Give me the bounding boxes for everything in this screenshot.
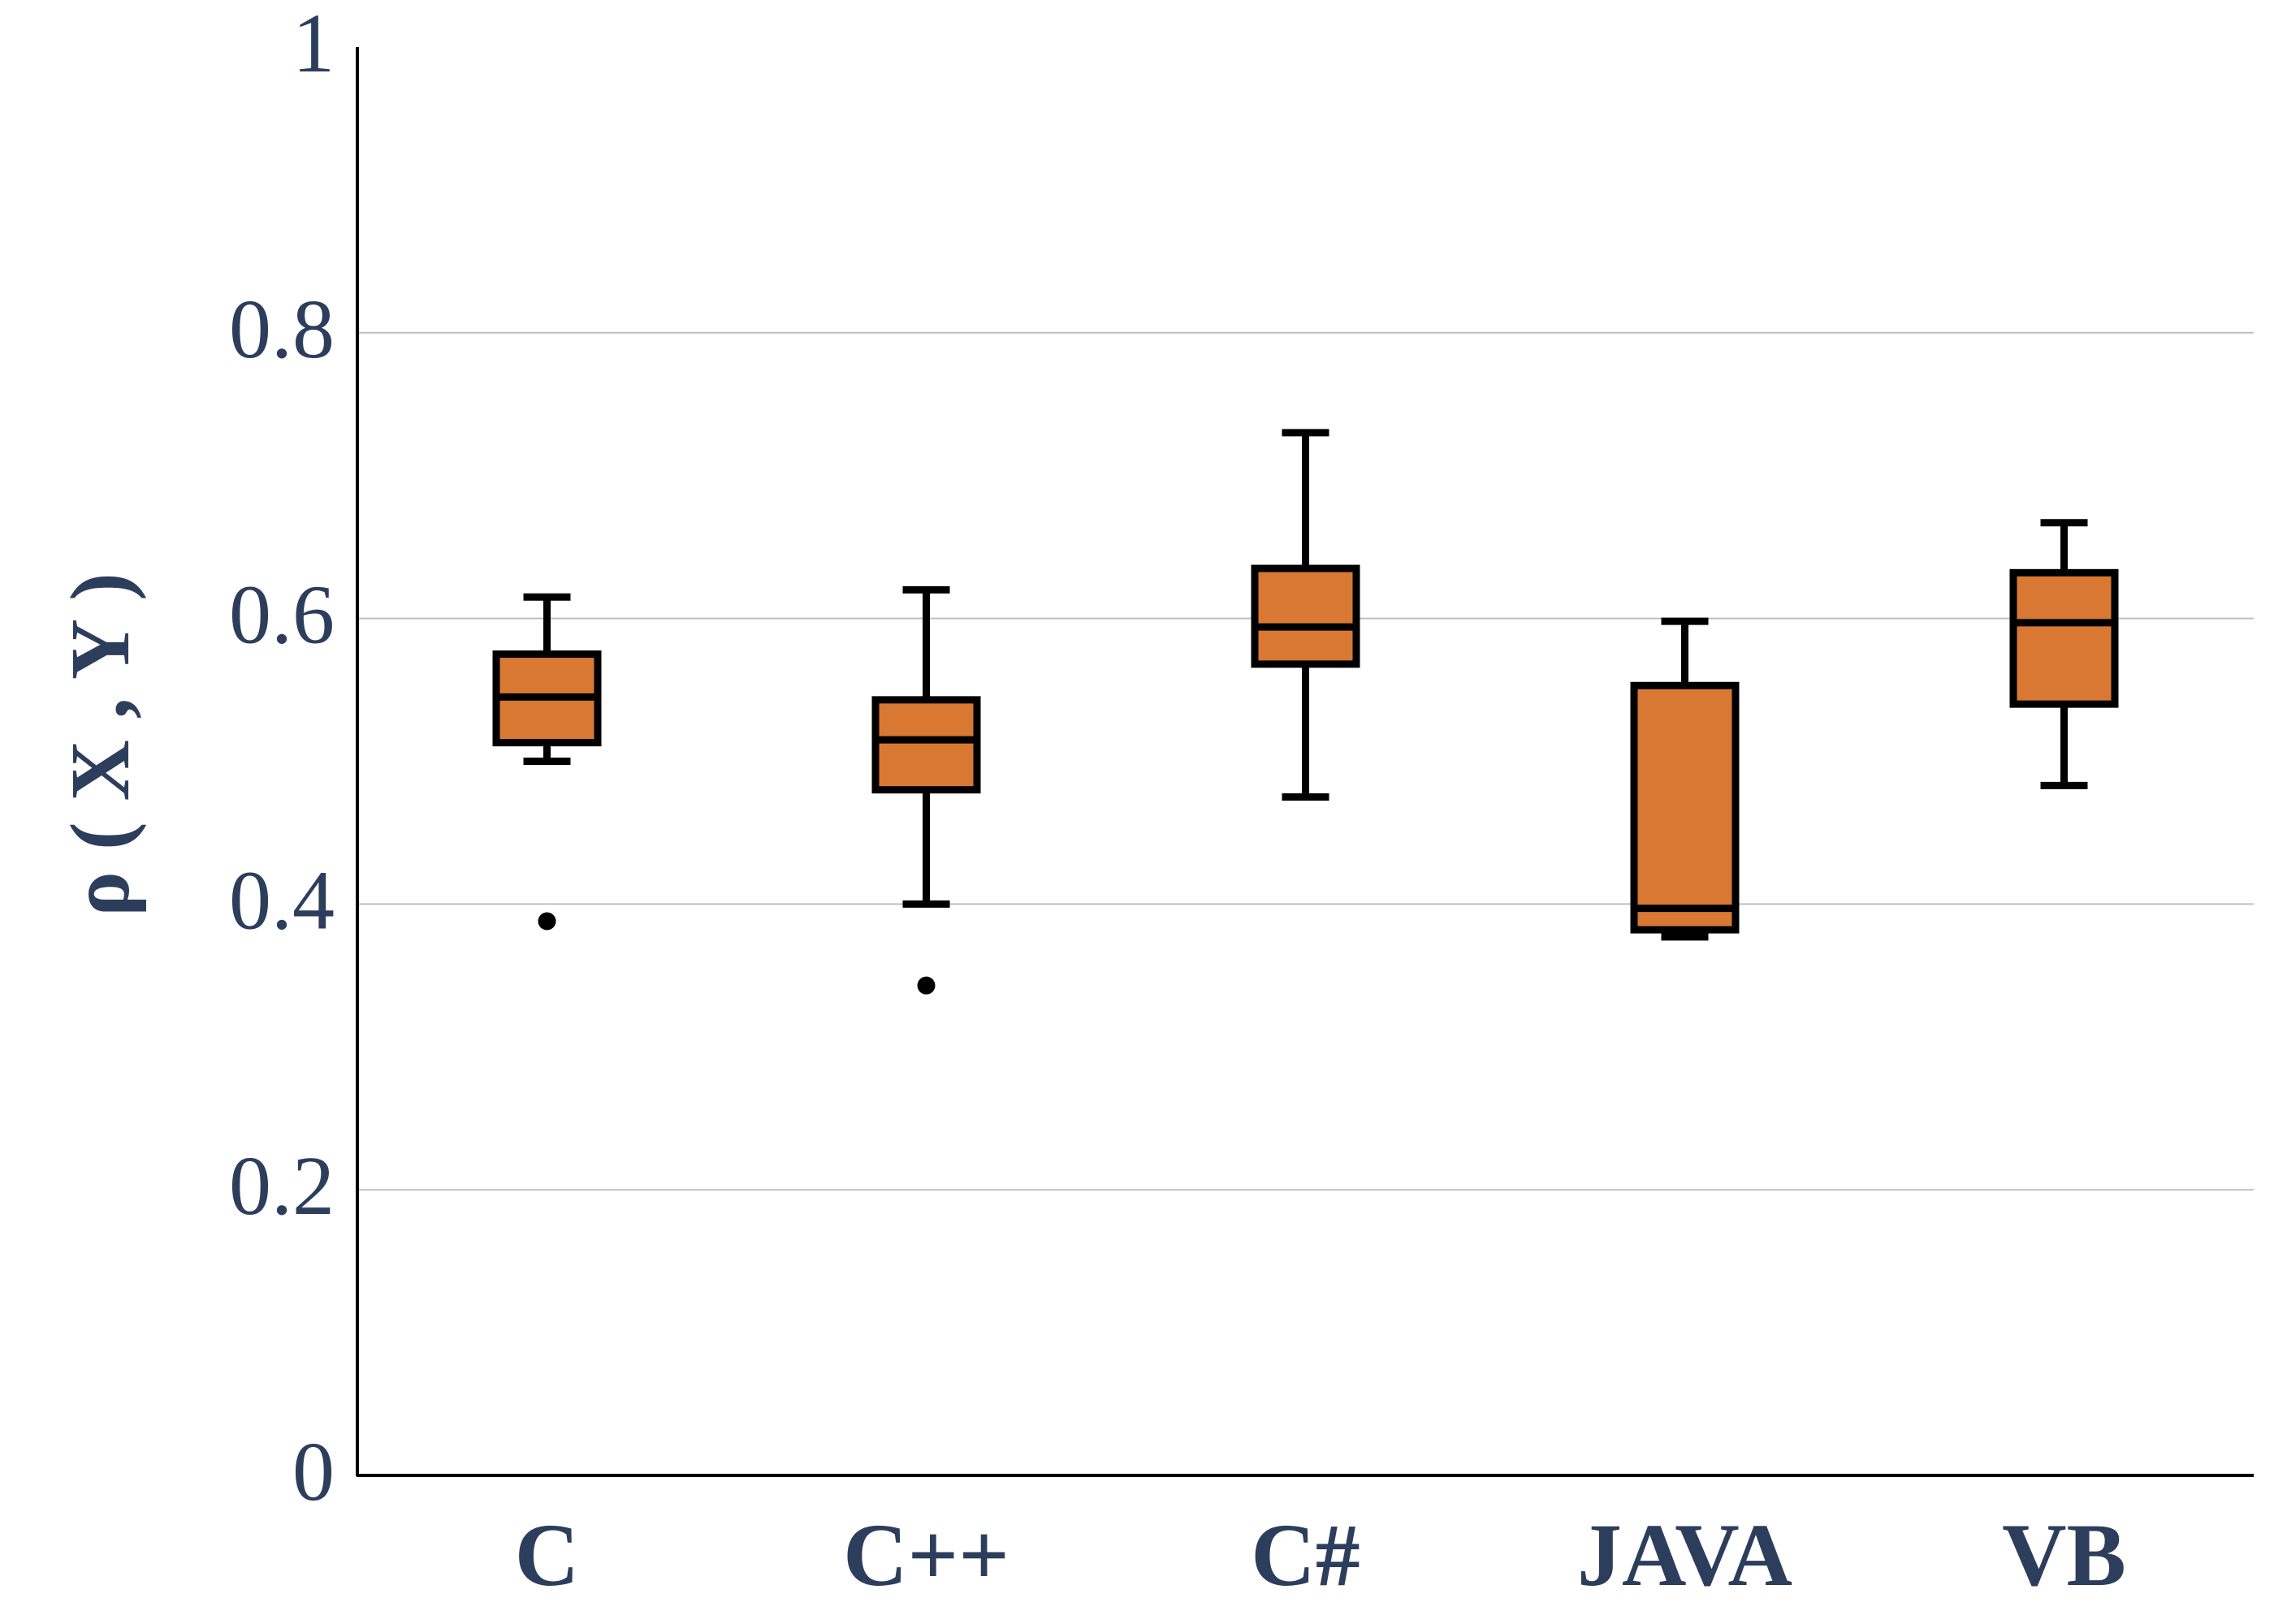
y-tick-label: 0.2 (229, 1139, 335, 1233)
outlier-point (538, 912, 556, 931)
box-c (492, 593, 602, 931)
outlier-point (917, 976, 936, 995)
x-category-label: C++ (843, 1505, 1009, 1605)
y-tick-label: 0.8 (229, 283, 335, 376)
x-category-label: JAVA (1577, 1505, 1792, 1605)
box-c++ (871, 585, 981, 995)
y-tick-labels: 0 0.2 0.4 0.6 0.8 1 (229, 0, 335, 1518)
iqr-box (2009, 568, 2119, 708)
x-category-labels: C C++ C# JAVA VB (515, 1505, 2126, 1605)
box-c# (1251, 429, 1360, 801)
box-vb (2009, 519, 2119, 789)
iqr-box (871, 696, 981, 794)
y-tick-label: 0 (292, 1425, 335, 1518)
x-category-label: C# (1251, 1505, 1360, 1605)
iqr-box (1251, 564, 1360, 668)
x-category-label: C (515, 1505, 579, 1605)
y-tick-label: 0.6 (229, 568, 335, 662)
y-tick-label: 0.4 (229, 853, 335, 947)
box-series (492, 429, 2119, 995)
y-axis-title: ρ ( X , Y ) (54, 572, 147, 916)
x-category-label: VB (2002, 1505, 2126, 1605)
iqr-box (1630, 681, 1740, 934)
y-tick-label: 1 (292, 0, 335, 90)
box-java (1630, 617, 1740, 941)
